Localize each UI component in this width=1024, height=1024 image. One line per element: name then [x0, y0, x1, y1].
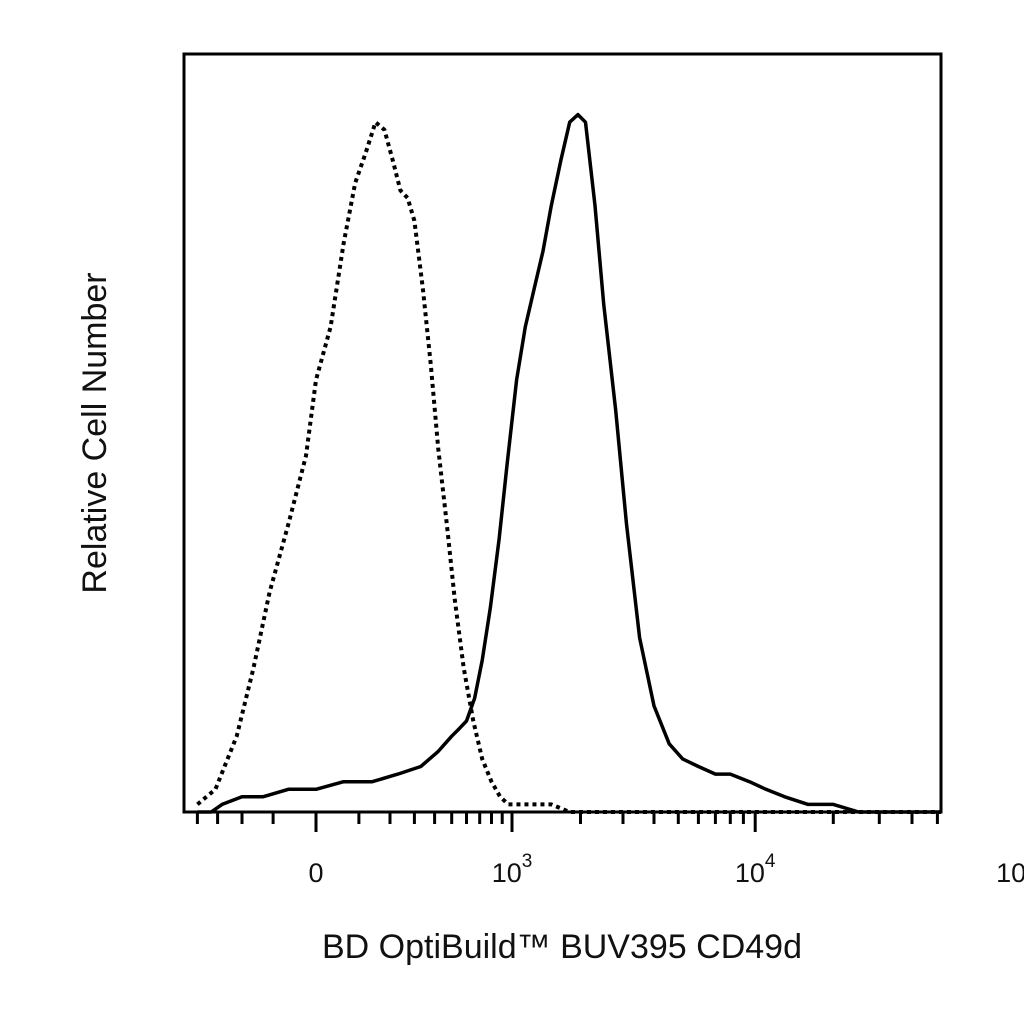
series-layer [196, 112, 941, 814]
x-tick-label: 105 [996, 851, 1024, 888]
y-axis-label: Relative Cell Number [76, 272, 114, 593]
x-tick-label: 0 [308, 858, 323, 888]
stained-histogram-line [197, 112, 941, 814]
x-axis-label: BD OptiBuild™ BUV395 CD49d [322, 928, 802, 966]
x-tick-label: 104 [735, 851, 776, 888]
x-axis-ticks [195, 812, 939, 832]
x-axis-tick-labels: 0 103 104 105 [308, 851, 1024, 888]
plot-frame [182, 52, 943, 814]
x-tick-label: 103 [492, 851, 533, 888]
